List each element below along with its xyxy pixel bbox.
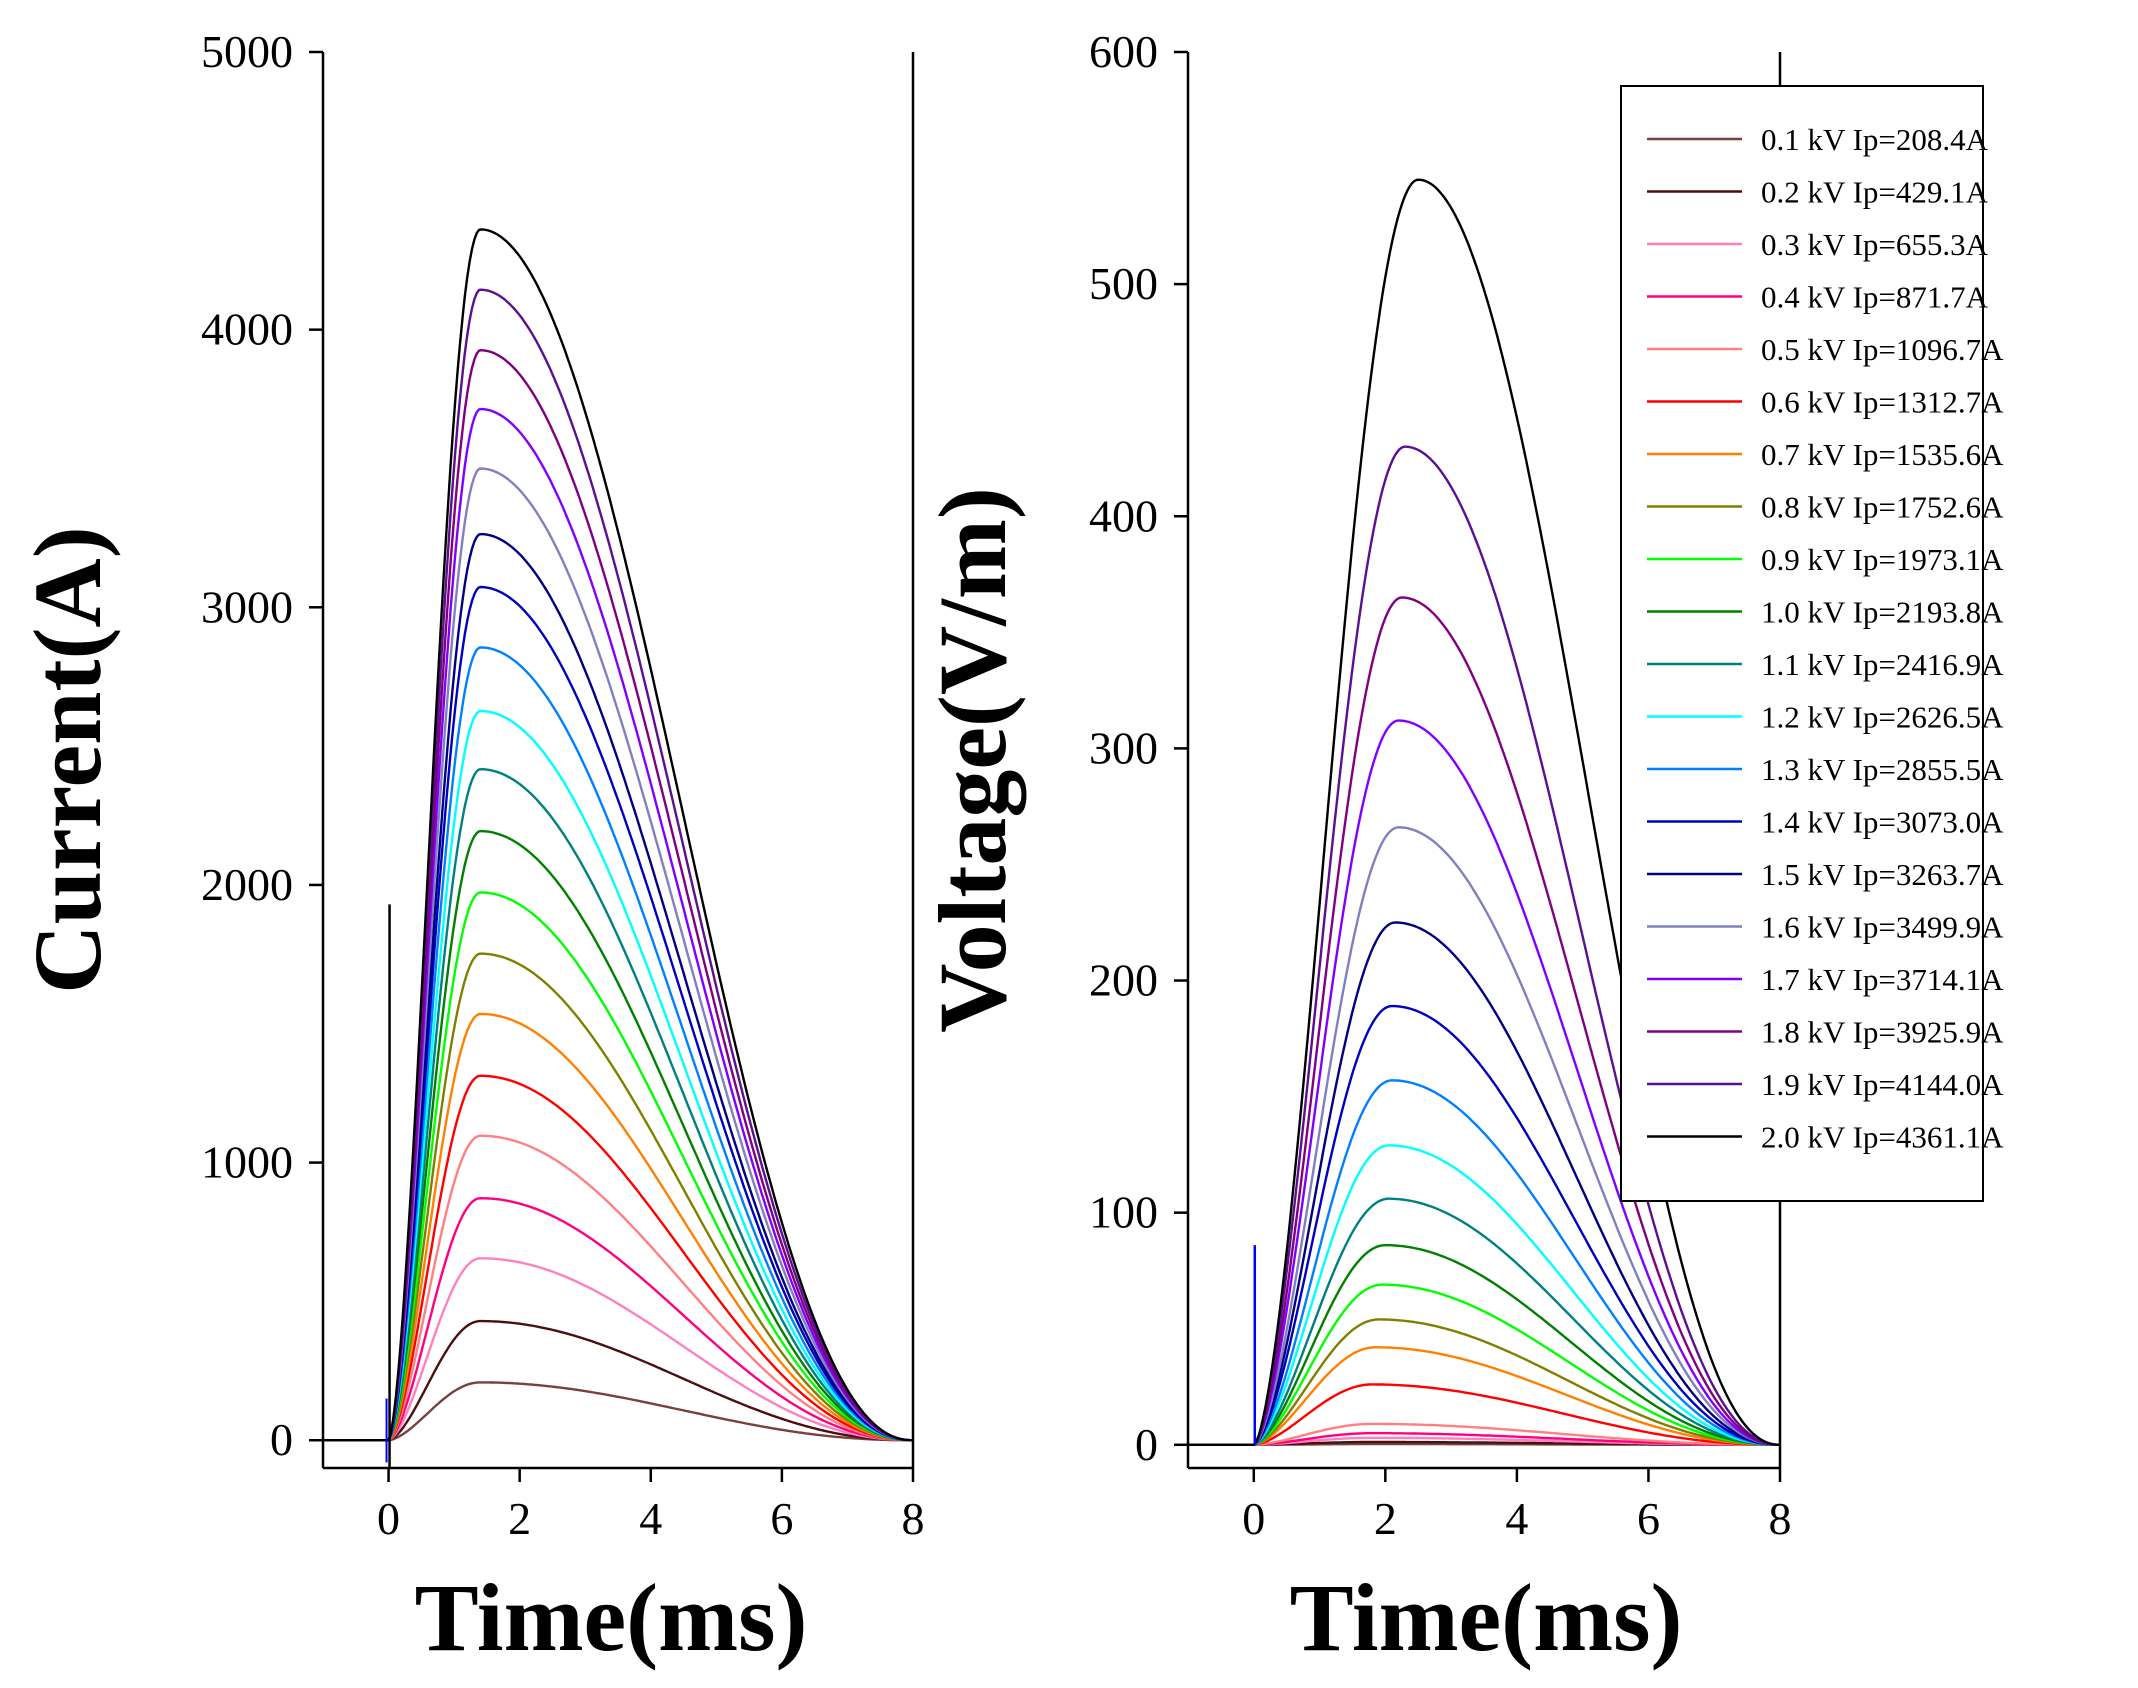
current-series-4 [323,1197,913,1442]
voltage-series-14 [1188,1004,1780,1446]
legend-label-20: 2.0 kV Ip=4361.1A [1761,1120,2004,1155]
current-series-8 [323,952,913,1442]
voltage-series-12 [1188,1144,1780,1446]
current-x-tick-label: 6 [770,1493,793,1544]
voltage-y-tick-label: 200 [1089,955,1158,1006]
current-series-2 [323,1319,913,1442]
legend-label-11: 1.1 kV Ip=2416.9A [1761,647,2004,682]
current-x-tick-label: 0 [377,1493,400,1544]
legend-label-10: 1.0 kV Ip=2193.8A [1761,595,2004,630]
current-series-10 [323,829,913,1442]
current-curves [323,228,913,1442]
legend-label-7: 0.7 kV Ip=1535.6A [1761,437,2004,472]
voltage-series-19 [1188,445,1781,1446]
voltage-series-15 [1188,921,1780,1446]
current-series-12 [323,709,913,1442]
current-series-9 [323,891,913,1442]
voltage-series-17 [1188,719,1780,1446]
current-series-3 [323,1257,913,1442]
voltage-y-axis-title: Voltage(V/m) [919,487,1026,1033]
legend-label-4: 0.4 kV Ip=871.7A [1761,280,1989,315]
legend-label-16: 1.6 kV Ip=3499.9A [1761,910,2004,945]
voltage-series-20 [1188,178,1781,1446]
current-y-tick-label: 4000 [201,304,293,355]
current-series-15 [323,532,913,1442]
current-axes: 0 2 4 6 8 0 1000 2000 3000 4000 5000 [201,26,925,1544]
current-x-tick-label: 8 [902,1493,925,1544]
current-series-13 [323,646,913,1442]
voltage-series-10 [1188,1244,1780,1446]
current-series-14 [323,585,913,1442]
current-series-16 [323,467,913,1442]
current-y-tick-label: 0 [270,1414,293,1465]
legend-label-9: 0.9 kV Ip=1973.1A [1761,542,2004,577]
voltage-x-axis-title: Time(ms) [1290,1564,1683,1671]
current-series-5 [323,1134,913,1442]
voltage-y-tick-label: 400 [1089,490,1158,541]
current-y-tick-label: 1000 [201,1137,293,1188]
voltage-series-7 [1188,1346,1780,1446]
voltage-series-13 [1188,1079,1780,1446]
current-y-tick-label: 2000 [201,859,293,910]
legend: 0.1 kV Ip=208.4A 0.2 kV Ip=429.1A 0.3 kV I… [1620,85,2004,1202]
current-spike [385,904,391,1468]
current-x-axis-title: Time(ms) [415,1564,808,1671]
voltage-y-tick-label: 500 [1089,258,1158,309]
voltage-series-5 [1188,1422,1780,1446]
voltage-x-tick-label: 4 [1505,1493,1528,1544]
voltage-y-tick-label: 0 [1135,1419,1158,1470]
current-series-6 [323,1074,913,1442]
legend-box [1620,85,1984,1202]
voltage-y-tick-label: 300 [1089,722,1158,773]
current-series-1 [323,1381,913,1442]
voltage-series-8 [1188,1318,1780,1446]
legend-label-2: 0.2 kV Ip=429.1A [1761,175,1989,210]
legend-label-13: 1.3 kV Ip=2855.5A [1761,752,2004,787]
current-y-tick-label: 3000 [201,581,293,632]
legend-label-6: 0.6 kV Ip=1312.7A [1761,385,2004,420]
current-y-axis-title: Current(A) [14,526,121,993]
voltage-curves [1188,178,1781,1446]
voltage-series-6 [1188,1383,1780,1446]
voltage-x-tick-label: 2 [1374,1493,1397,1544]
legend-entries: 0.1 kV Ip=208.4A 0.2 kV Ip=429.1A 0.3 kV I… [1647,122,2004,1155]
current-series-11 [323,768,913,1442]
current-chart: 0 2 4 6 8 0 1000 2000 3000 4000 5000 Time(ms) Curr… [14,26,925,1671]
legend-label-19: 1.9 kV Ip=4144.0A [1761,1067,2004,1102]
legend-label-17: 1.7 kV Ip=3714.1A [1761,962,2004,997]
current-series-18 [323,349,913,1442]
voltage-series-11 [1188,1197,1780,1446]
current-x-tick-label: 4 [639,1493,662,1544]
legend-label-14: 1.4 kV Ip=3073.0A [1761,805,2004,840]
voltage-x-tick-label: 0 [1242,1493,1265,1544]
legend-label-12: 1.2 kV Ip=2626.5A [1761,700,2004,735]
legend-label-15: 1.5 kV Ip=3263.7A [1761,857,2004,892]
current-series-19 [323,288,913,1442]
voltage-y-tick-label: 600 [1089,26,1158,77]
current-series-20 [323,228,913,1442]
current-series-17 [323,407,913,1442]
voltage-y-tick-label: 100 [1089,1187,1158,1238]
legend-label-1: 0.1 kV Ip=208.4A [1761,122,1989,157]
voltage-series-9 [1188,1283,1780,1446]
current-series-7 [323,1012,913,1442]
voltage-series-16 [1188,826,1780,1446]
voltage-chart: 0 2 4 6 8 0 100 200 300 400 500 600 Time(ms) Voltag… [919,26,1792,1671]
legend-label-5: 0.5 kV Ip=1096.7A [1761,332,2004,367]
voltage-series-18 [1188,596,1780,1446]
voltage-x-tick-label: 6 [1637,1493,1660,1544]
voltage-x-tick-label: 8 [1769,1493,1792,1544]
legend-label-8: 0.8 kV Ip=1752.6A [1761,490,2004,525]
legend-label-3: 0.3 kV Ip=655.3A [1761,227,1989,262]
current-x-tick-label: 2 [508,1493,531,1544]
legend-label-18: 1.8 kV Ip=3925.9A [1761,1015,2004,1050]
current-y-tick-label: 5000 [201,26,293,77]
